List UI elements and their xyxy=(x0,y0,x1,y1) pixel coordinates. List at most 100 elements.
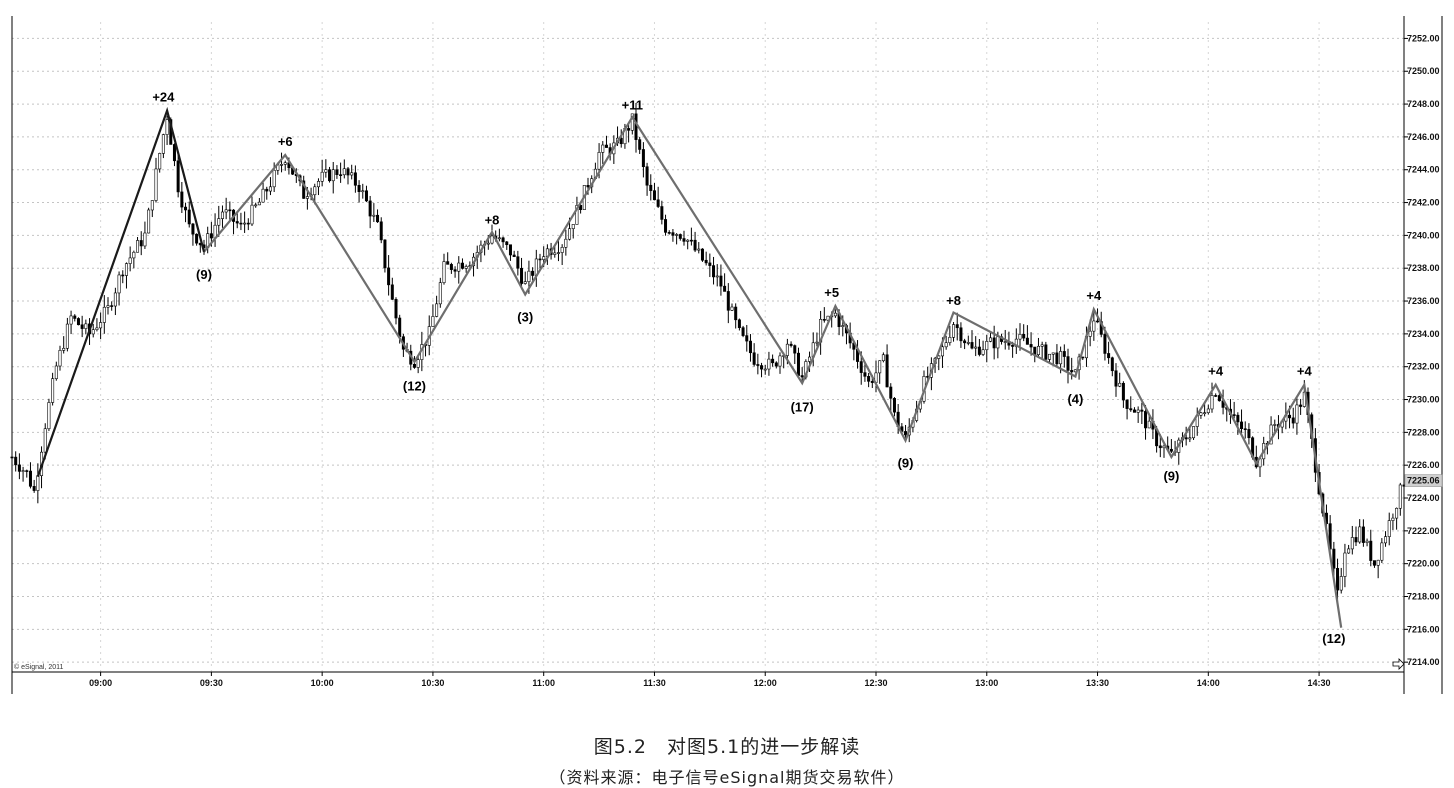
y-tick-label: 7240.00 xyxy=(1407,230,1440,240)
candle-body xyxy=(121,274,125,277)
candle-body xyxy=(579,205,583,210)
candle-body xyxy=(1354,537,1358,543)
zigzag-line-gray xyxy=(203,115,1343,628)
candle-body xyxy=(1184,437,1188,440)
zigzag-line-dark xyxy=(36,106,206,478)
candle-body xyxy=(1192,426,1196,439)
candle-body xyxy=(195,233,199,244)
candle-body xyxy=(154,168,158,201)
candle-body xyxy=(1136,409,1140,413)
candle-body xyxy=(970,342,974,349)
candle-body xyxy=(1107,353,1111,359)
candle-body xyxy=(239,222,243,225)
x-tick-label: 10:00 xyxy=(311,678,334,688)
candle-body xyxy=(1291,417,1295,424)
wave-label: +11 xyxy=(622,98,643,113)
candle-body xyxy=(601,144,605,153)
candle-body xyxy=(988,337,992,342)
candle-body xyxy=(697,248,701,251)
figure-caption: 图5.2 对图5.1的进一步解读 xyxy=(593,736,861,758)
candle-body xyxy=(996,336,1000,349)
candle-body xyxy=(822,319,826,321)
candle-body xyxy=(955,324,959,329)
candle-body xyxy=(867,376,871,382)
candle-body xyxy=(704,259,708,264)
candle-body xyxy=(184,206,188,211)
candle-body xyxy=(1332,548,1336,569)
candle-body xyxy=(313,186,317,196)
candle-body xyxy=(132,251,136,259)
candle-body xyxy=(302,180,306,199)
candle-body xyxy=(564,238,568,248)
candle-body xyxy=(715,275,719,278)
y-tick-label: 7224.00 xyxy=(1407,493,1440,503)
candle-body xyxy=(627,128,631,131)
candle-body xyxy=(656,199,660,207)
candle-body xyxy=(959,327,963,342)
y-tick-label: 7234.00 xyxy=(1407,329,1440,339)
candle-body xyxy=(1066,356,1070,371)
candle-body xyxy=(180,191,184,208)
candle-body xyxy=(486,242,490,245)
y-tick-label: 7218.00 xyxy=(1407,591,1440,601)
last-price-label: 7225.06 xyxy=(1407,476,1440,486)
candle-body xyxy=(1295,404,1299,424)
candle-body xyxy=(1029,344,1033,348)
candle-body xyxy=(1044,344,1048,360)
candle-body xyxy=(501,237,505,243)
candle-body xyxy=(17,464,21,472)
candle-body xyxy=(490,235,494,244)
wave-label: (17) xyxy=(791,400,814,415)
x-tick-label: 12:00 xyxy=(754,678,777,688)
candle-body xyxy=(892,398,896,413)
candle-body xyxy=(217,218,221,226)
candle-body xyxy=(1247,429,1251,439)
candle-body xyxy=(69,315,73,325)
candle-body xyxy=(664,219,668,233)
candle-body xyxy=(21,470,25,472)
candle-body xyxy=(139,240,143,247)
candle-body xyxy=(538,258,542,261)
candle-body xyxy=(1210,395,1214,410)
candle-body xyxy=(110,305,114,307)
candle-body xyxy=(1376,559,1380,566)
x-tick-label: 10:30 xyxy=(421,678,444,688)
candle-body xyxy=(84,323,88,329)
wave-label: (12) xyxy=(403,378,426,393)
candle-body xyxy=(800,375,804,378)
x-tick-label: 11:00 xyxy=(532,678,555,688)
candle-body xyxy=(571,224,575,230)
price-chart: 7252.00 7250.00 7248.00 7246.00 7244.00 7242.… xyxy=(10,16,1443,694)
candle-body xyxy=(342,168,346,176)
candle-body xyxy=(723,285,727,292)
candle-body xyxy=(1395,507,1399,519)
candle-body xyxy=(460,262,464,269)
y-tick-label: 7230.00 xyxy=(1407,395,1440,405)
candle-body xyxy=(1114,370,1118,387)
candle-body xyxy=(65,323,69,349)
candle-body xyxy=(1288,414,1292,419)
y-tick-label: 7232.00 xyxy=(1407,362,1440,372)
candle-body xyxy=(339,174,343,176)
candle-body xyxy=(1347,548,1351,554)
candle-body xyxy=(28,470,32,487)
candle-body xyxy=(128,257,132,264)
candle-body xyxy=(940,346,944,357)
candle-body xyxy=(14,456,18,466)
candle-body xyxy=(435,303,439,317)
x-tick-label: 14:30 xyxy=(1308,678,1331,688)
candle-body xyxy=(1240,421,1244,430)
candle-body xyxy=(254,204,258,207)
wave-label: +24 xyxy=(152,90,175,105)
candle-body xyxy=(161,134,165,154)
candle-body xyxy=(442,261,446,283)
candle-body xyxy=(1070,370,1074,373)
candle-body xyxy=(1398,484,1402,509)
candle-body xyxy=(220,211,224,219)
candle-body xyxy=(136,240,140,253)
candle-body xyxy=(316,181,320,188)
wave-label: (9) xyxy=(898,456,914,471)
candle-body xyxy=(331,169,335,182)
candle-body xyxy=(1358,526,1362,543)
candle-body xyxy=(235,221,239,224)
